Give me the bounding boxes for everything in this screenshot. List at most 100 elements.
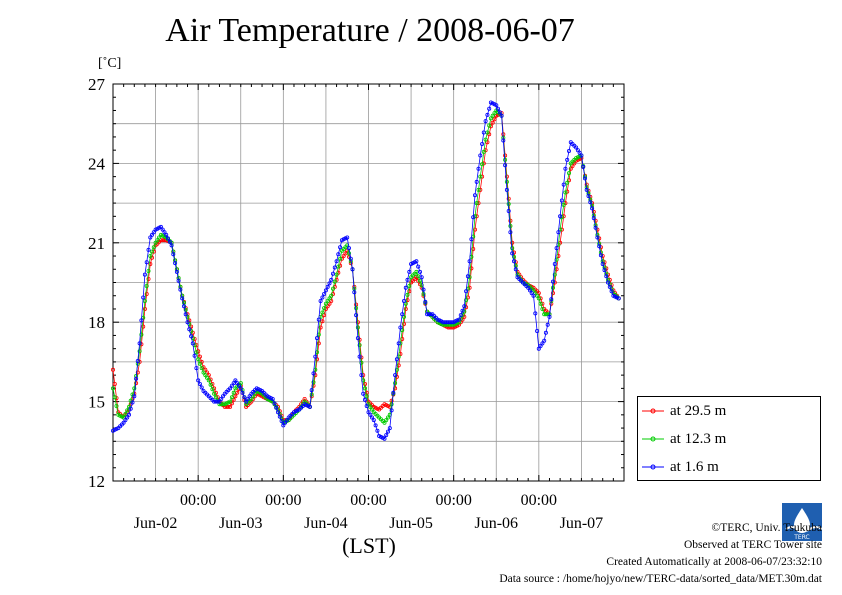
data-point [307, 404, 312, 409]
data-point [132, 394, 137, 399]
data-point [526, 285, 531, 290]
data-point [345, 235, 350, 240]
data-point [403, 306, 408, 311]
footer-source: Data source : /home/hojyo/new/TERC-data/… [499, 573, 822, 585]
data-point [151, 245, 156, 250]
data-point [492, 111, 497, 116]
data-point [199, 366, 204, 371]
data-point [394, 357, 399, 362]
series-line [112, 112, 620, 421]
data-point [352, 290, 357, 295]
data-point [609, 289, 614, 294]
data-point [538, 301, 543, 306]
data-point [480, 162, 485, 167]
legend-swatch-green [642, 436, 664, 442]
data-point [419, 283, 424, 288]
data-point [449, 325, 454, 330]
data-point [449, 320, 454, 325]
data-point [485, 112, 490, 117]
data-point [167, 239, 172, 244]
data-point [197, 381, 202, 386]
data-point [563, 166, 568, 171]
data-point [183, 312, 188, 317]
data-point [586, 193, 591, 198]
data-point [146, 247, 151, 252]
data-point [194, 366, 199, 371]
data-point [142, 306, 147, 311]
data-point [302, 396, 307, 401]
data-point [274, 405, 279, 410]
data-point [359, 373, 364, 378]
data-point [229, 395, 234, 400]
data-point [396, 341, 401, 346]
data-point [428, 312, 433, 317]
data-point [393, 373, 398, 378]
data-point [598, 253, 603, 258]
data-point [512, 259, 517, 264]
data-point [155, 238, 160, 243]
data-point [384, 418, 389, 423]
data-point [320, 310, 325, 315]
data-point [135, 358, 140, 363]
data-point [203, 373, 208, 378]
data-point [169, 243, 174, 248]
legend-swatch-blue [642, 464, 664, 470]
data-point [322, 291, 327, 296]
data-point [196, 378, 201, 383]
data-point [112, 395, 117, 400]
data-point [597, 244, 602, 249]
series-line [112, 109, 619, 424]
data-point [368, 412, 373, 417]
data-point [474, 179, 479, 184]
data-point [593, 225, 598, 230]
data-point [556, 230, 561, 235]
footer-observed: Observed at TERC Tower site [683, 539, 822, 551]
data-point [357, 354, 362, 359]
series-0 [111, 111, 621, 423]
data-point [407, 283, 412, 288]
data-point [201, 370, 206, 375]
data-point [334, 259, 339, 264]
data-point [403, 285, 408, 290]
data-point [364, 394, 369, 399]
data-point [403, 301, 408, 306]
data-point [197, 354, 202, 359]
data-point [148, 253, 153, 258]
data-point [535, 328, 540, 333]
data-point [199, 385, 204, 390]
data-point [540, 341, 545, 346]
data-point [565, 157, 570, 162]
data-point [142, 272, 147, 277]
data-point [149, 232, 154, 237]
data-point [157, 235, 162, 240]
day-label: Jun-03 [219, 515, 263, 532]
data-point [497, 110, 502, 115]
legend-label: at 1.6 m [670, 458, 719, 475]
data-point [334, 272, 339, 277]
data-point [398, 325, 403, 330]
data-point [506, 208, 511, 213]
data-point [139, 332, 144, 337]
data-point [187, 327, 192, 332]
data-point [533, 311, 538, 316]
data-point [487, 123, 492, 128]
data-point [329, 293, 334, 298]
data-point [318, 298, 323, 303]
data-point [405, 298, 410, 303]
data-point [595, 235, 600, 240]
data-point [495, 106, 500, 111]
data-point [551, 279, 556, 284]
data-point [121, 420, 126, 425]
data-point [490, 113, 495, 118]
data-point [419, 275, 424, 280]
data-point [220, 394, 225, 399]
data-point [480, 141, 485, 146]
legend-swatch-red [642, 408, 664, 414]
data-point [588, 200, 593, 205]
data-point [212, 391, 217, 396]
data-point [279, 418, 284, 423]
data-point [180, 296, 185, 301]
data-point [467, 259, 472, 264]
data-point [327, 296, 332, 301]
